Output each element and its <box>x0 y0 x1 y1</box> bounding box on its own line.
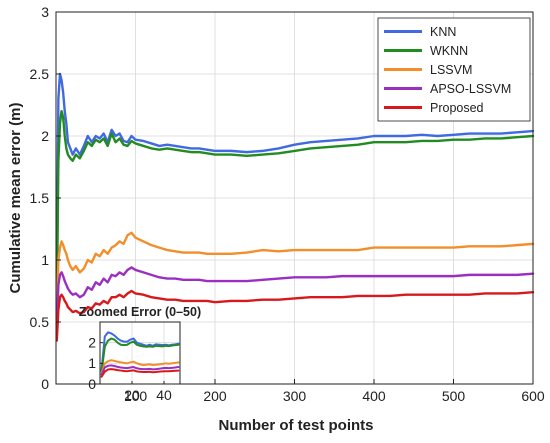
main-series-wknn <box>55 109 535 311</box>
inset-y-tick-label-1: 1 <box>88 355 96 371</box>
inset-series-group <box>100 331 180 378</box>
main-series-group <box>55 72 535 342</box>
main-x-tick-label-4: 500 <box>442 388 466 404</box>
inset-title: Zoomed Error (0–50) <box>79 305 201 319</box>
inset-plot-frame <box>99 321 181 385</box>
inset-series-lssvm <box>100 359 180 375</box>
inset-series-knn <box>100 331 180 371</box>
inset-x-tick-label-1: 40 <box>156 387 172 403</box>
main-y-tick-label-4: 2 <box>41 128 49 144</box>
main-y-tick-label-6: 3 <box>41 4 49 20</box>
inset-background <box>100 322 180 384</box>
x-axis-label: Number of test points <box>218 417 373 434</box>
inset-series-apso-lssvm <box>100 364 180 376</box>
main-x-tick-label-0: 100 <box>124 388 148 404</box>
main-series-lssvm <box>55 231 535 324</box>
main-y-tick-label-1: 0.5 <box>30 314 50 330</box>
inset-y-tick-label-0: 0 <box>88 376 96 392</box>
inset-tick-labels: 20 40 0 1 2 <box>88 335 172 403</box>
legend-label-wknn: WKNN <box>430 44 468 58</box>
main-y-tick-label-5: 2.5 <box>30 66 50 82</box>
main-y-tick-label-3: 1.5 <box>30 190 50 206</box>
main-x-tick-label-3: 400 <box>362 388 386 404</box>
main-series-knn <box>55 72 535 299</box>
legend-label-proposed: Proposed <box>430 101 484 115</box>
main-x-tick-label-2: 300 <box>283 388 307 404</box>
main-series-apso-lssvm <box>55 266 535 330</box>
inset-series-proposed <box>100 368 180 378</box>
inset-x-tick-label-0: 20 <box>124 387 140 403</box>
legend-label-apso-lssvm: APSO-LSSVM <box>430 82 511 96</box>
main-x-tick-label-1: 200 <box>203 388 227 404</box>
legend: KNN WKNN LSSVM APSO-LSSVM Proposed <box>377 17 531 122</box>
main-y-tick-label-0: 0 <box>41 376 49 392</box>
main-y-tick-label-2: 1 <box>41 252 49 268</box>
y-axis-label: Cumulative mean error (m) <box>7 103 24 294</box>
main-series-proposed <box>55 289 535 342</box>
inset-series-wknn <box>100 337 180 373</box>
legend-label-lssvm: LSSVM <box>430 63 472 77</box>
legend-label-knn: KNN <box>430 25 456 39</box>
main-x-tick-label-5: 600 <box>521 388 545 404</box>
inset-y-tick-label-2: 2 <box>88 335 96 351</box>
